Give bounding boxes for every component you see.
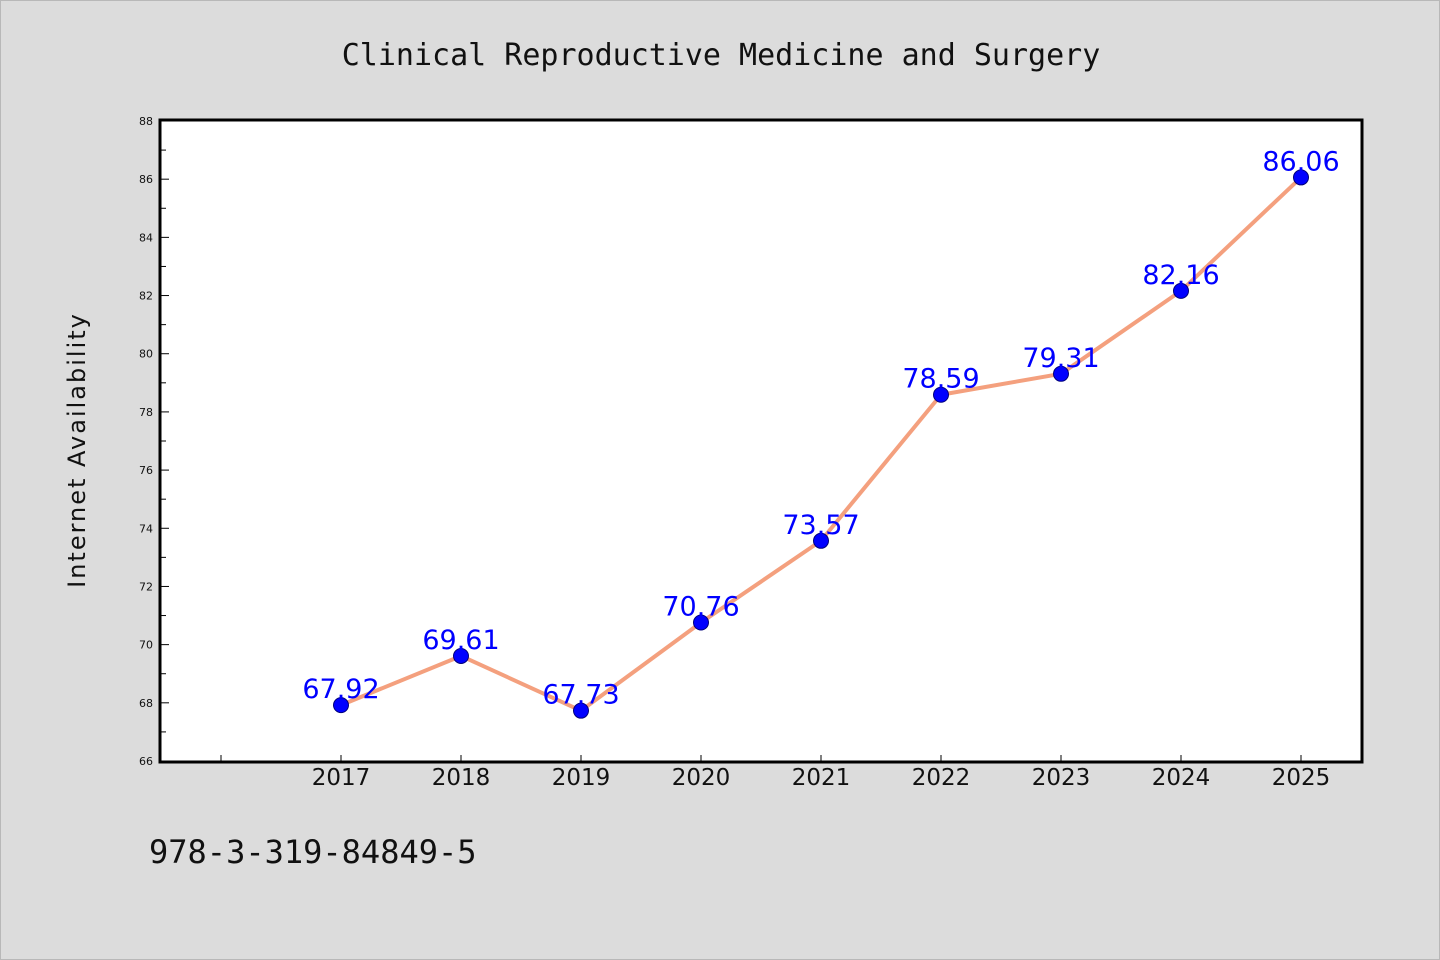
data-point [453,647,469,664]
data-point [933,386,949,403]
data-label: 73.57 [782,510,859,541]
y-tick-label: 80 [139,348,153,361]
x-tick-label: 2019 [552,765,611,791]
data-point [333,697,349,714]
y-tick-label: 82 [139,290,153,303]
data-point [573,702,589,719]
plot-area [158,118,1364,764]
y-tick-label: 68 [139,697,153,710]
x-tick-label: 2022 [912,765,971,791]
y-tick-label: 78 [139,406,153,419]
data-label: 79.31 [1022,343,1099,374]
data-point [1173,282,1189,299]
data-label: 69.61 [422,625,499,656]
chart-title: Clinical Reproductive Medicine and Surge… [342,38,1101,73]
y-axis-ticks: 66 68 70 72 74 76 78 80 82 84 86 88 [139,115,169,768]
data-point [1293,169,1309,186]
x-tick-label: 2024 [1152,765,1211,791]
data-label: 70.76 [662,592,739,623]
y-tick-label: 70 [139,639,153,652]
data-label: 67.73 [542,680,619,711]
data-label: 86.06 [1262,146,1339,177]
x-tick-label: 2025 [1272,765,1331,791]
series-group: 67.92 69.61 67.73 70.76 73.57 78.59 79.31 82.16… [302,146,1340,719]
y-tick-label: 74 [139,522,153,535]
x-tick-label: 2017 [312,765,371,791]
isbn-footnote: 978-3-319-84849-5 [149,833,477,871]
x-tick-label: 2021 [792,765,851,791]
y-tick-label: 76 [139,464,153,477]
y-tick-label: 88 [139,115,153,128]
data-point [1053,365,1069,382]
y-tick-label: 66 [139,755,153,768]
data-label: 78.59 [902,364,979,395]
x-tick-label: 2018 [432,765,491,791]
y-tick-label: 72 [139,580,153,593]
y-axis-label: Internet Availability [63,312,91,588]
x-axis-ticks: 2017 2018 2019 2020 2021 2022 2023 2024 2025 [220,755,1331,791]
y-tick-label: 84 [139,231,153,244]
data-point [693,614,709,631]
x-tick-label: 2020 [672,765,731,791]
x-tick-label: 2023 [1032,765,1091,791]
data-point [813,532,829,549]
data-label: 67.92 [302,674,379,705]
y-tick-label: 86 [139,173,153,186]
data-label: 82.16 [1142,260,1219,291]
